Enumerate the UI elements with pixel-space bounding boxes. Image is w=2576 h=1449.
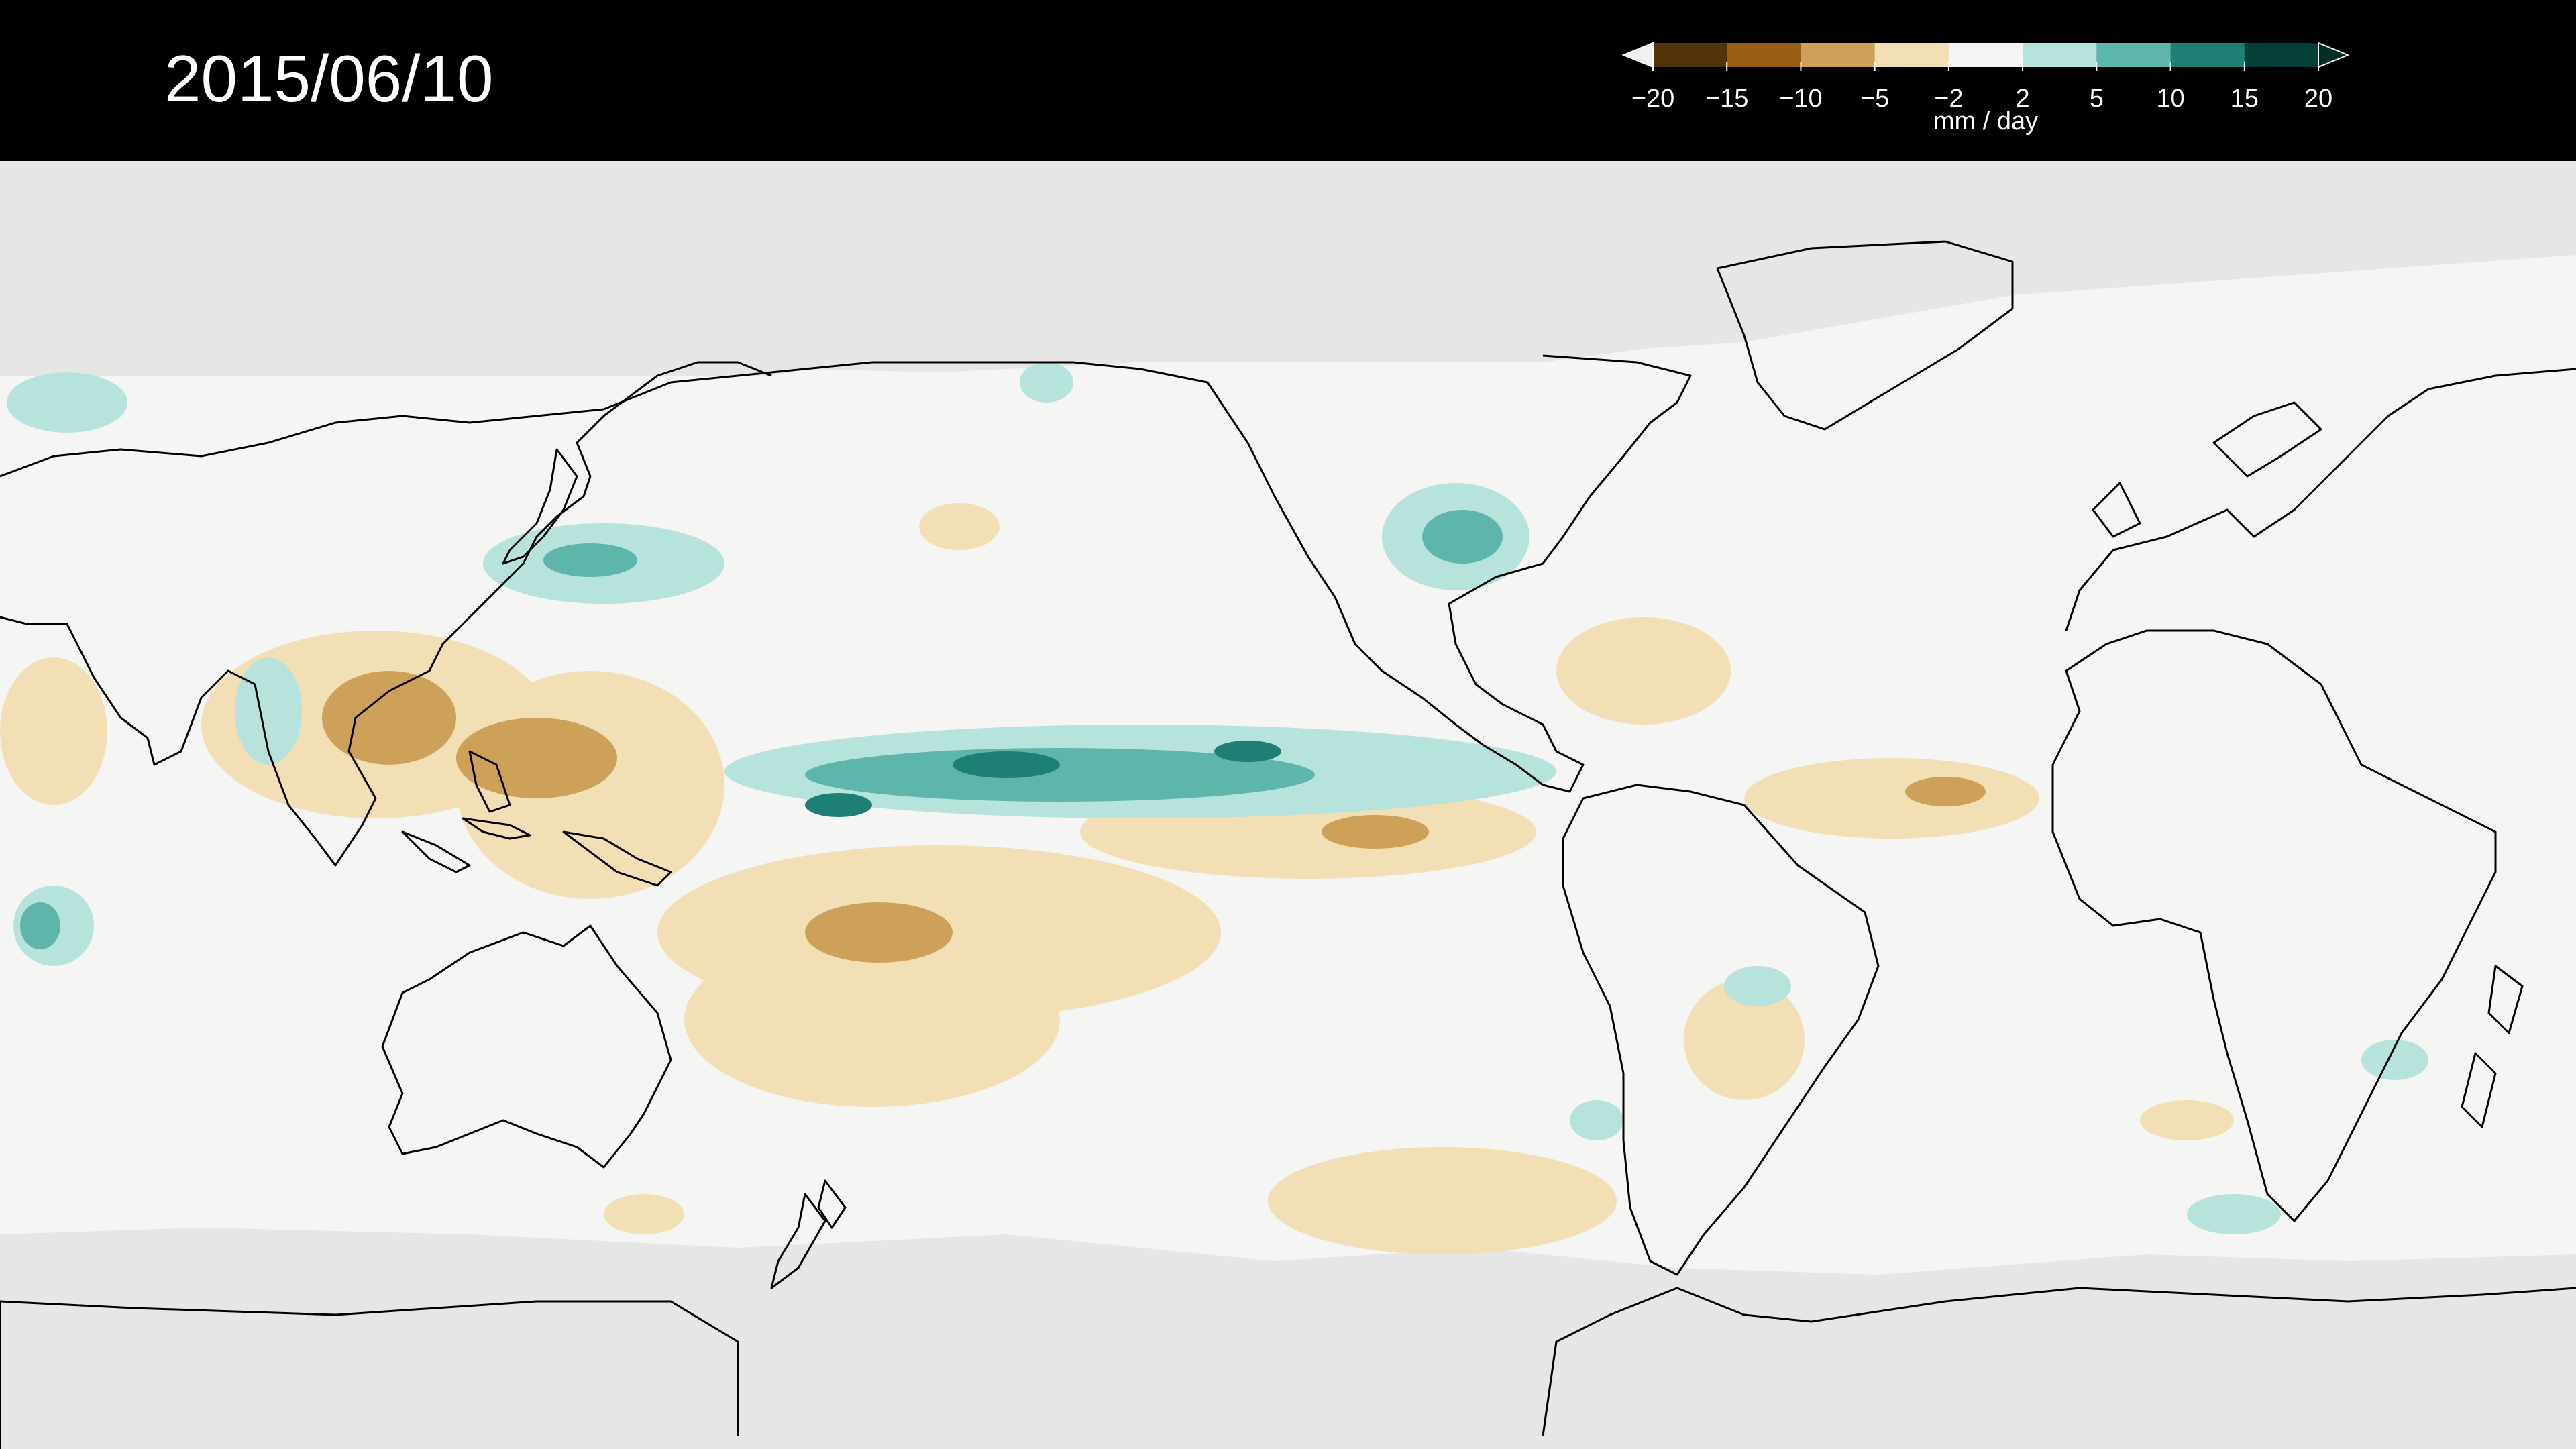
colorbar-legend: −20 −15 −10 −5 −2 2 5 10 15 20 mm / day <box>1621 42 2350 142</box>
colorbar-tick-label: 10 <box>2156 85 2185 113</box>
colorbar-tick-label: −15 <box>1705 85 1749 113</box>
colorbar-swatch <box>2023 43 2097 67</box>
colorbar-swatch <box>2096 43 2171 67</box>
precipitation-anomaly-map <box>0 161 2576 1449</box>
colorbar-swatch <box>1948 43 2023 67</box>
colorbar-unit-label: mm / day <box>1933 107 2039 136</box>
colorbar-tick-label: −20 <box>1631 85 1675 113</box>
colorbar-swatch <box>2170 43 2245 67</box>
colorbar-tick-label: 2 <box>2015 85 2030 113</box>
coastlines <box>0 240 2576 1449</box>
colorbar-swatch <box>1653 43 1727 67</box>
wet-anomalies-very-strong <box>805 741 1281 817</box>
date-title: 2015/06/10 <box>164 42 494 115</box>
colorbar-tick-label: 15 <box>2230 85 2259 113</box>
colorbar-swatch <box>1727 43 1801 67</box>
colorbar-tick-label: −5 <box>1860 85 1890 113</box>
colorbar-tick-label: 5 <box>2089 85 2104 113</box>
colorbar-swatch <box>1801 43 1876 67</box>
colorbar-arrow-right <box>2318 42 2350 68</box>
dry-anomalies-strong <box>322 671 1986 963</box>
colorbar-tick-label: −10 <box>1779 85 1823 113</box>
colorbar-swatch <box>1874 43 1949 67</box>
wet-anomalies-strong <box>20 510 1503 949</box>
colorbar-swatch <box>2244 43 2319 67</box>
map-canvas <box>0 240 2576 1449</box>
colorbar-tick-label: 20 <box>2304 85 2333 113</box>
colorbar-arrow-left <box>1621 42 1654 68</box>
header-bar: 2015/06/10 −20 −15 −10 −5 −2 2 5 10 15 20 mm / da… <box>0 0 2576 161</box>
colorbar-swatches <box>1621 42 2350 71</box>
colorbar-tick-label: −2 <box>1934 85 1964 113</box>
